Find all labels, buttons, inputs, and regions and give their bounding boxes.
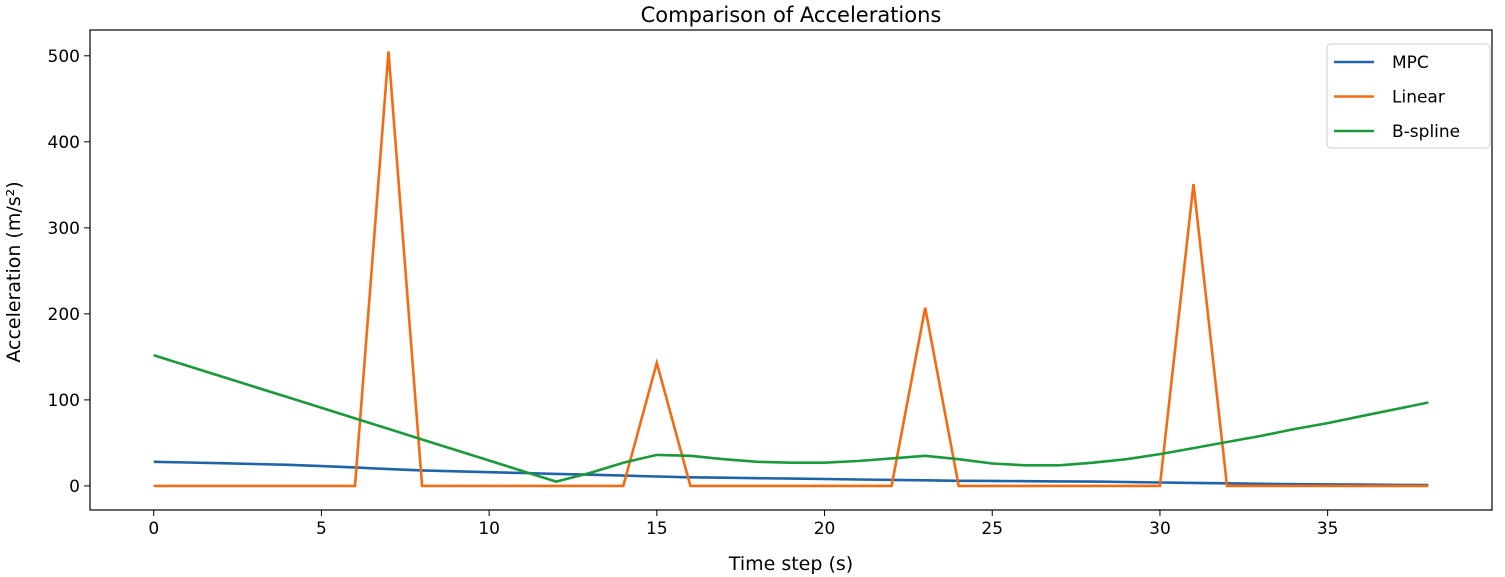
y-tick-label: 200 (48, 305, 80, 325)
chart-title: Comparison of Accelerations (641, 3, 942, 27)
x-tick-label: 0 (148, 519, 159, 539)
y-axis-label: Acceleration (m/s²) (3, 181, 25, 362)
series-line-linear (153, 51, 1429, 488)
legend-label: MPC (1392, 53, 1429, 73)
plot-frame (89, 29, 1493, 511)
y-tick-label: 500 (48, 47, 80, 67)
y-tick-label: 400 (48, 133, 80, 153)
x-tick-label: 10 (478, 519, 500, 539)
legend: MPC Linear B-spline (1326, 43, 1491, 149)
y-tick-label: 0 (69, 477, 80, 497)
series-line-mpc (153, 460, 1429, 487)
x-tick-label: 15 (646, 519, 668, 539)
legend-label: Linear (1392, 88, 1445, 108)
x-axis-label: Time step (s) (728, 553, 853, 575)
series-line-b-spline (153, 353, 1429, 483)
y-tick-label: 100 (48, 391, 80, 411)
y-tick-label: 300 (48, 219, 80, 239)
x-tick-label: 25 (981, 519, 1003, 539)
x-tick-label: 35 (1317, 519, 1339, 539)
legend-label: B-spline (1392, 122, 1460, 142)
x-tick-label: 5 (316, 519, 327, 539)
legend-box (1326, 43, 1491, 149)
x-tick-label: 20 (814, 519, 836, 539)
x-tick-label: 30 (1149, 519, 1171, 539)
